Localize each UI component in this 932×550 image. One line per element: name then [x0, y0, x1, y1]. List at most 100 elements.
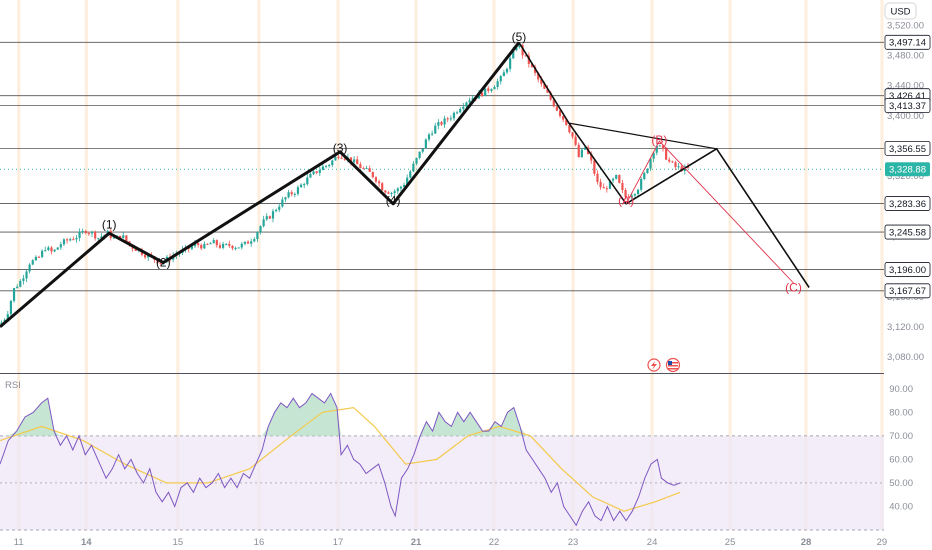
candle-body — [206, 243, 209, 245]
time-tick-label: 14 — [81, 537, 92, 548]
candle-body — [306, 177, 309, 185]
candle-body — [44, 250, 47, 252]
candle-body — [328, 165, 331, 167]
session-separator — [414, 0, 418, 530]
candle-body — [399, 186, 403, 189]
candle-body — [402, 184, 406, 187]
candle-body — [677, 166, 680, 168]
candle-body — [455, 112, 459, 114]
candle-body — [546, 88, 549, 93]
candle-body — [250, 241, 253, 244]
candle-body — [25, 271, 28, 279]
candle-body — [265, 216, 268, 220]
candle-body — [377, 181, 381, 184]
candle-body — [349, 157, 353, 163]
candle-body — [100, 236, 103, 239]
candle-body — [490, 89, 493, 91]
candle-body — [462, 106, 465, 110]
rsi-tick-label: 80.00 — [889, 408, 913, 419]
candle-body — [452, 112, 456, 119]
candle-body — [246, 241, 250, 244]
time-tick-label: 21 — [411, 537, 422, 548]
candle-body — [228, 243, 231, 246]
candle-body — [87, 233, 91, 235]
session-separator — [336, 0, 340, 530]
candle-body — [521, 45, 524, 56]
candle-body — [6, 314, 9, 320]
candle-body — [259, 226, 262, 233]
candle-body — [334, 156, 337, 161]
time-tick-label: 22 — [489, 537, 500, 548]
session-separator — [804, 0, 808, 530]
candle-body — [359, 164, 362, 169]
candle-body — [465, 102, 468, 107]
candle-body — [215, 240, 218, 246]
price-level-badge — [884, 98, 931, 113]
candle-body — [571, 132, 574, 137]
session-separator — [17, 0, 21, 530]
candle-body — [502, 72, 505, 77]
rsi-tick-label: 90.00 — [889, 384, 913, 395]
session-separator — [728, 0, 732, 530]
time-tick-label: 15 — [173, 537, 184, 548]
price-level-label: 3,196.00 — [889, 265, 926, 276]
candle-body — [611, 178, 615, 181]
candle-body — [190, 246, 193, 249]
candle-body — [668, 159, 671, 162]
chart-event-icons[interactable] — [647, 357, 681, 373]
time-tick-label: 28 — [801, 537, 812, 548]
candle-body — [505, 68, 509, 73]
candle-body — [633, 193, 637, 196]
candle-body — [75, 238, 78, 240]
candle-body — [340, 157, 343, 159]
candle-body — [418, 151, 421, 158]
currency-badge[interactable] — [884, 2, 917, 20]
session-separator — [571, 0, 575, 530]
candle-body — [41, 250, 44, 257]
candle-body — [203, 243, 206, 249]
candle-body — [512, 50, 515, 59]
candle-body — [530, 63, 534, 67]
price-tick-label: 3,320.00 — [887, 171, 924, 182]
price-level-badge — [884, 140, 931, 156]
candle-body — [437, 122, 440, 126]
candle-body — [34, 256, 37, 261]
candle-body — [449, 118, 452, 120]
candle-body — [468, 100, 471, 103]
candle-body — [243, 241, 247, 244]
time-axis[interactable]: 11 14 15 16 17 21 22 23 24 25 28 29 — [0, 531, 887, 550]
candle-body — [303, 184, 306, 186]
candle-body — [549, 92, 552, 100]
candle-body — [605, 188, 608, 190]
candle-body — [577, 144, 580, 158]
candle-body — [318, 170, 321, 173]
candle-body — [459, 109, 462, 113]
rsi-pane: RSI 90.00 80.00 70.00 60.00 50.00 40.00 — [0, 380, 913, 531]
candle-body — [608, 180, 612, 189]
candle-body — [237, 247, 240, 249]
candle-body — [234, 247, 237, 249]
candle-body — [200, 244, 203, 249]
candle-body — [62, 239, 66, 245]
elliott-wave-drawing[interactable] — [0, 41, 810, 328]
session-separator — [84, 0, 88, 530]
wave-label: (A) — [618, 194, 634, 208]
candle-body — [415, 157, 418, 164]
price-tick-label: 3,120.00 — [887, 322, 924, 333]
candle-body — [421, 148, 424, 152]
time-axis-background — [0, 531, 884, 550]
session-separator — [880, 0, 884, 530]
rsi-tick-label: 60.00 — [889, 455, 913, 466]
candle-body — [540, 79, 543, 84]
price-axis[interactable]: 3,520.003,480.003,440.003,400.003,360.00… — [884, 0, 932, 550]
candle-body — [290, 192, 293, 195]
candle-body — [143, 254, 147, 258]
candle-body — [396, 188, 399, 192]
time-tick-label: 24 — [647, 537, 658, 548]
price-level-label: 3,426.41 — [889, 91, 926, 102]
session-separators — [17, 0, 884, 530]
candle-body — [583, 147, 587, 150]
candle-body — [240, 243, 243, 248]
candle-body — [406, 177, 409, 185]
session-separator — [492, 0, 496, 530]
